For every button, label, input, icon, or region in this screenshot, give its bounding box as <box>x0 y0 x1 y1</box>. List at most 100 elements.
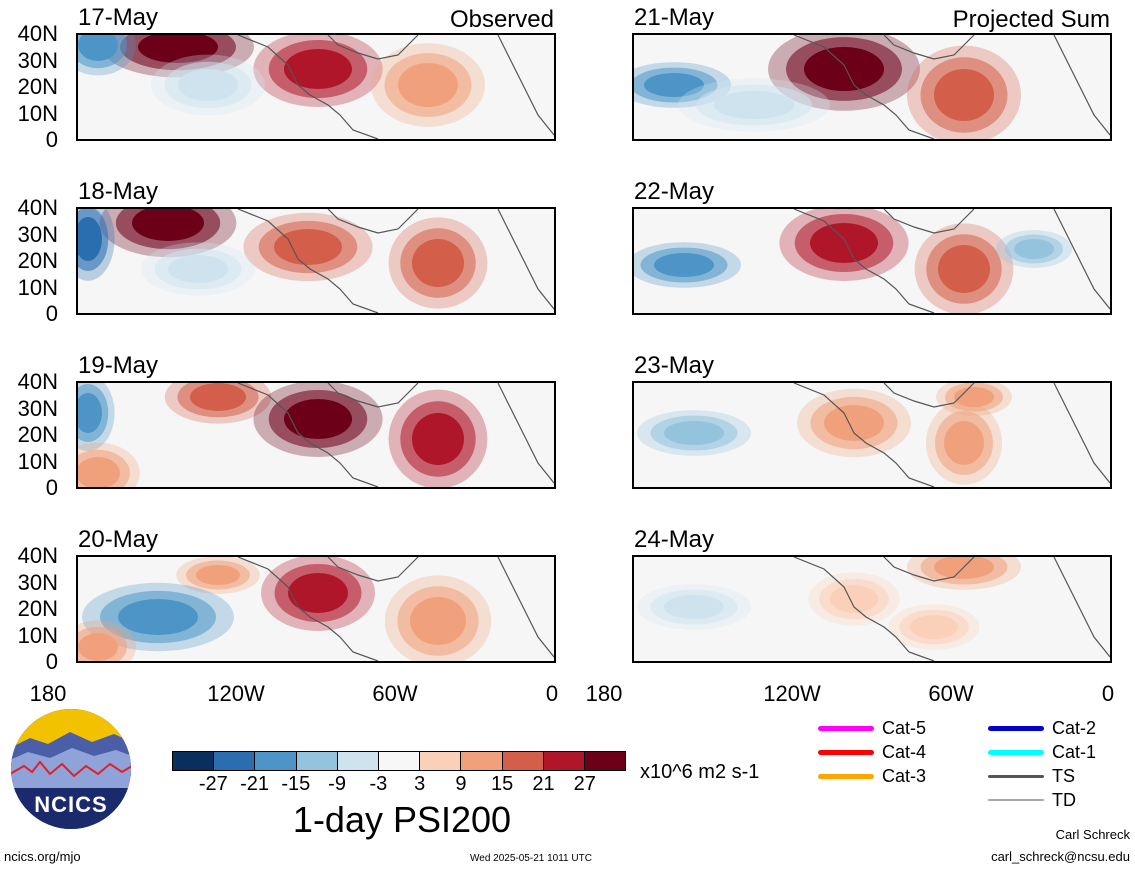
legend-item: TD <box>988 790 1076 810</box>
legend-label: TD <box>1052 790 1076 810</box>
panel-date: 24-May <box>634 526 715 553</box>
lon-label: 180 <box>29 681 67 706</box>
coastline <box>237 383 554 487</box>
panel-tag: Projected Sum <box>952 6 1110 33</box>
footer-timestamp: Wed 2025-05-21 1011 UTC <box>470 853 592 864</box>
legend-line-icon <box>988 774 1044 778</box>
colorbar-swatch <box>296 752 338 770</box>
legend-label: Cat-2 <box>1052 718 1097 738</box>
colorbar-tick-label: 15 <box>491 773 514 795</box>
legend-item: TS <box>988 766 1075 786</box>
map-field-icon <box>78 209 554 313</box>
panel-date: 17-May <box>78 4 159 31</box>
map-panel <box>76 381 556 489</box>
lat-label: 10N <box>17 622 58 648</box>
legend-line-icon <box>988 799 1044 801</box>
lat-label: 10N <box>17 274 58 300</box>
map-field-icon <box>78 35 554 139</box>
colorbar-tick-label: -27 <box>198 773 228 795</box>
lat-label: 30N <box>17 569 58 595</box>
lat-label: 0 <box>45 301 58 326</box>
logo-icon <box>11 709 131 829</box>
panel-date: 18-May <box>78 178 159 205</box>
lon-label: 0 <box>545 681 559 706</box>
logo-text: NCICS <box>34 792 108 817</box>
legend-line-icon <box>818 773 874 779</box>
colorbar-swatch <box>255 752 297 770</box>
ncics-logo: NCICS <box>10 708 132 830</box>
lon-label: 0 <box>1101 681 1115 706</box>
panel-date: 20-May <box>78 526 159 553</box>
lon-label: 180 <box>585 681 623 706</box>
colorbar-tick-label: 27 <box>573 773 596 795</box>
panel-date: 22-May <box>634 178 715 205</box>
legend-item: Cat-4 <box>818 742 926 762</box>
footer-email[interactable]: carl_schreck@ncsu.edu <box>991 849 1130 864</box>
chart-title: 1-day PSI200 <box>292 799 512 840</box>
colorbar-swatch <box>543 752 585 770</box>
colorbar-tick-label: -3 <box>369 773 388 795</box>
colorbar-swatch <box>461 752 503 770</box>
map-panel <box>76 555 556 663</box>
panel-date: 21-May <box>634 4 715 31</box>
colorbar-tick-label: 3 <box>414 773 426 795</box>
map-panel <box>76 33 556 141</box>
lat-label: 10N <box>17 100 58 126</box>
footer-author: Carl Schreck <box>1055 827 1130 842</box>
lon-label: 120W <box>763 681 821 706</box>
map-panel <box>632 555 1112 663</box>
colorbar-tick-label: 21 <box>532 773 555 795</box>
legend-line-icon <box>818 749 874 755</box>
legend-item: Cat-1 <box>988 742 1096 762</box>
lat-label: 20N <box>17 74 58 99</box>
lat-label: 0 <box>45 127 58 152</box>
colorbar <box>172 751 626 771</box>
colorbar-units: x10^6 m2 s-1 <box>640 761 760 783</box>
legend-line-icon <box>818 725 874 731</box>
map-field-icon <box>634 209 1110 313</box>
colorbar-swatch <box>214 752 256 770</box>
lon-label: 60W <box>372 681 418 706</box>
lat-label: 30N <box>17 221 58 247</box>
lat-label: 20N <box>17 422 58 447</box>
footer-url[interactable]: ncics.org/mjo <box>4 849 81 864</box>
colorbar-tick-label: 9 <box>455 773 467 795</box>
colorbar-tick-label: -15 <box>281 773 311 795</box>
lon-label: 60W <box>928 681 974 706</box>
panel-date: 23-May <box>634 352 715 379</box>
map-panel <box>632 381 1112 489</box>
lat-label: 30N <box>17 395 58 421</box>
legend-label: Cat-1 <box>1052 742 1097 762</box>
colorbar-tick-label: -21 <box>240 773 269 795</box>
colorbar-swatch <box>337 752 379 770</box>
legend-line-icon <box>988 749 1044 755</box>
map-field-icon <box>637 383 1110 487</box>
lat-label: 0 <box>45 649 58 674</box>
coastline <box>237 35 554 139</box>
lat-label: 40N <box>17 195 58 220</box>
colorbar-swatch <box>502 752 544 770</box>
colorbar-swatch <box>420 752 462 770</box>
panel-date: 19-May <box>78 352 159 379</box>
lat-label: 30N <box>17 47 58 73</box>
legend-label: Cat-5 <box>882 718 927 738</box>
map-field-icon <box>78 557 554 661</box>
colorbar-swatch <box>584 752 626 770</box>
legend-item: Cat-2 <box>988 718 1096 738</box>
map-field-icon <box>78 383 554 487</box>
map-field-icon <box>637 557 1110 661</box>
lat-label: 20N <box>17 248 58 273</box>
map-panel <box>632 207 1112 315</box>
lat-label: 40N <box>17 369 58 394</box>
lat-label: 40N <box>17 21 58 46</box>
legend-label: Cat-4 <box>882 742 927 762</box>
colorbar-swatch <box>378 752 421 770</box>
coastline <box>793 35 1110 139</box>
map-panel <box>632 33 1112 141</box>
legend-item: Cat-5 <box>818 718 926 738</box>
legend-label: Cat-3 <box>882 766 927 786</box>
panel-tag: Observed <box>449 6 554 33</box>
legend-label: TS <box>1052 766 1076 786</box>
coastline <box>237 557 554 661</box>
colorbar-tick-label: -9 <box>328 773 346 795</box>
